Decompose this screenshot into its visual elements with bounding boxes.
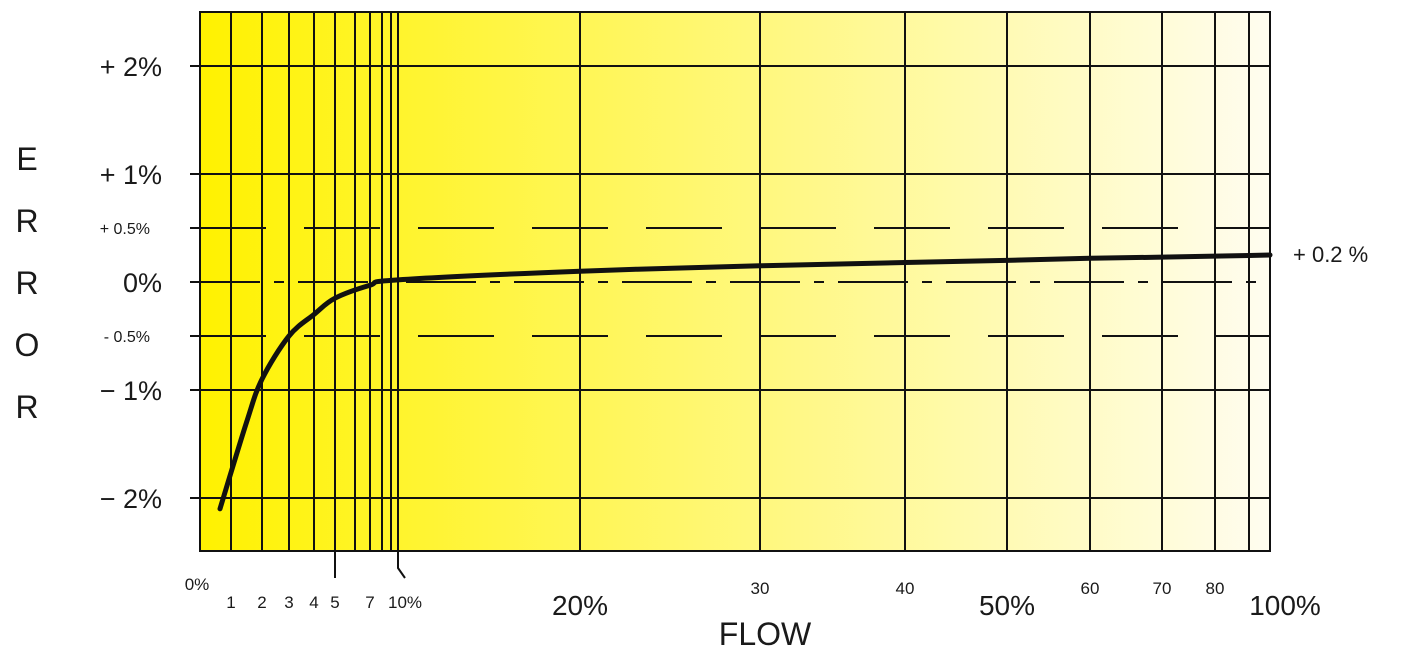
y-tick-label: + 1% xyxy=(100,160,162,190)
y-tick-label: + 2% xyxy=(100,52,162,82)
x-tick-label: 50% xyxy=(979,590,1035,621)
plot-frame xyxy=(199,11,1271,552)
x-tick-label: 80 xyxy=(1206,579,1225,598)
y-tick-label: − 1% xyxy=(100,376,162,406)
end-value-annotation: + 0.2 % xyxy=(1293,242,1368,267)
x-tick-label: 100% xyxy=(1249,590,1321,621)
x-tick-label: 5 xyxy=(330,593,339,612)
tolerance-band-lines xyxy=(190,227,1270,337)
y-axis-title-letter: E xyxy=(16,141,37,177)
x-tick-labels: 0% 1 2 3 4 5 7 10% 20% 30 40 50% 60 70 80 100% xyxy=(185,575,1321,621)
y-tick-label: 0% xyxy=(123,268,162,298)
y-axis-title-letter: R xyxy=(15,389,38,425)
y-tick-label: - 0.5% xyxy=(104,329,150,346)
error-curve xyxy=(217,252,1273,512)
x-tick-label: 1 xyxy=(226,593,235,612)
y-tick-label: − 2% xyxy=(100,484,162,514)
x-tick-mark xyxy=(397,551,406,579)
x-tick-label: 4 xyxy=(309,593,318,612)
x-tick-label: 10% xyxy=(388,593,422,612)
x-tick-label: 20% xyxy=(552,590,608,621)
y-gridlines xyxy=(190,65,1270,499)
x-tick-label: 40 xyxy=(896,579,915,598)
series-layer xyxy=(217,252,1273,512)
x-axis-title: FLOW xyxy=(719,616,812,651)
y-tick-label: + 0.5% xyxy=(100,221,150,238)
x-tick-label: 60 xyxy=(1081,579,1100,598)
x-tick-marks xyxy=(334,551,406,579)
x-tick-label: 2 xyxy=(257,593,266,612)
x-tick-label: 70 xyxy=(1153,579,1172,598)
y-tick-labels: + 2% + 1% + 0.5% 0% - 0.5% − 1% − 2% xyxy=(100,52,162,514)
x-tick-label: 0% xyxy=(185,575,210,594)
x-tick-label: 7 xyxy=(365,593,374,612)
y-axis-title-letter: O xyxy=(15,327,40,363)
y-axis-title-letter: R xyxy=(15,203,38,239)
x-tick-label: 3 xyxy=(284,593,293,612)
x-tick-label: 30 xyxy=(751,579,770,598)
y-axis-title-letter: R xyxy=(15,265,38,301)
